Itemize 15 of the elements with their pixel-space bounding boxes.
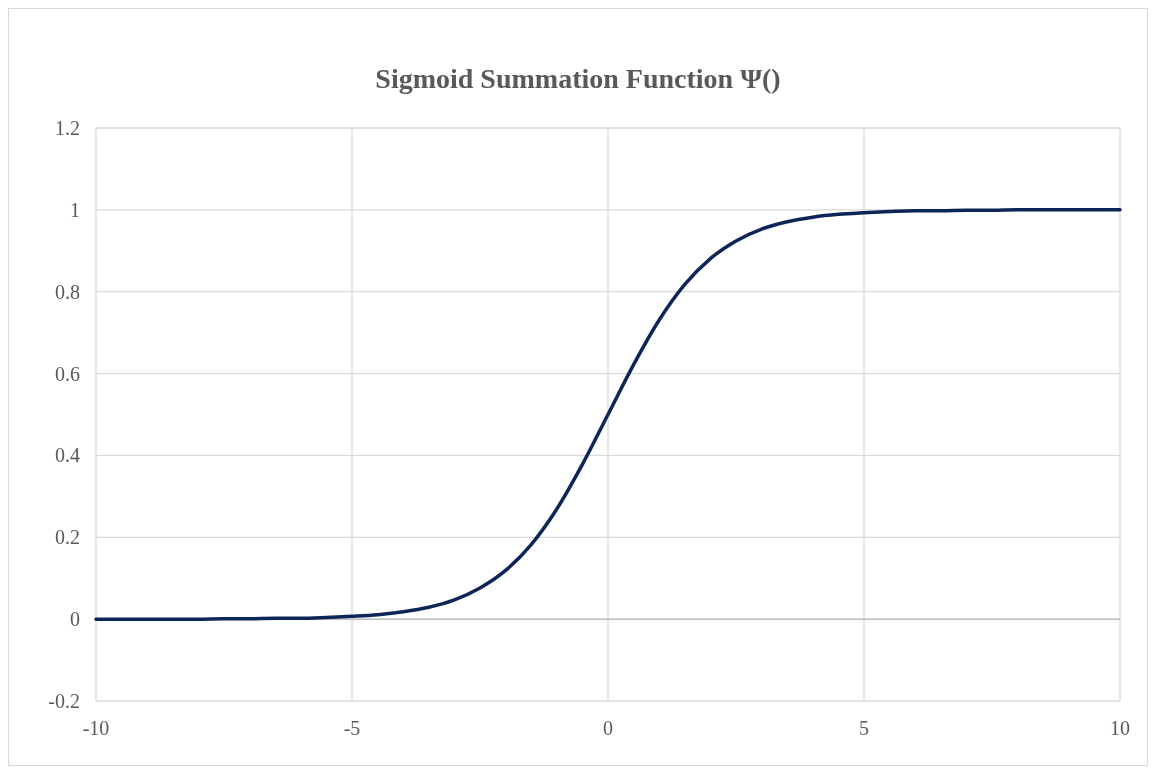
- y-tick-label: 0.2: [55, 526, 80, 549]
- y-tick-label: 0.4: [55, 444, 80, 467]
- x-tick-label: 0: [603, 717, 613, 739]
- line-series: [94, 208, 1122, 621]
- y-tick-label: 0.8: [55, 280, 80, 303]
- x-tick-label: 10: [1110, 717, 1130, 739]
- y-tick-label: -0.2: [48, 690, 80, 712]
- y-tick-label: 1.2: [55, 117, 80, 139]
- x-tick-label: -10: [82, 717, 110, 739]
- chart-title: Sigmoid Summation Function Ψ(): [375, 63, 781, 94]
- x-tick-label: 5: [859, 717, 869, 739]
- y-tick-label: 1: [70, 198, 80, 221]
- x-tick-label: -5: [343, 717, 361, 739]
- y-tick-label: 0: [70, 608, 80, 631]
- y-tick-label: 0.6: [55, 362, 80, 385]
